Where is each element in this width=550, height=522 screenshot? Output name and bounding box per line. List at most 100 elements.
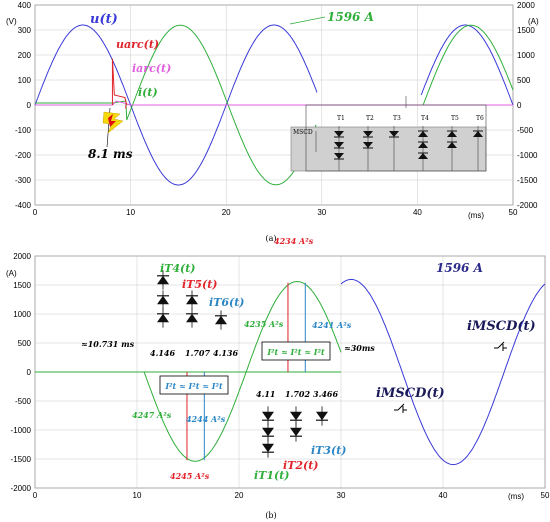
tick-a-x-5: 50 — [509, 208, 518, 217]
t-start-label: ≈10.731 ms — [81, 339, 135, 349]
tick-a-x-0: 0 — [33, 208, 38, 217]
eq-lower: I²t ≈ I²t ≈ I²t — [164, 381, 223, 391]
circuit-diode-4-1 — [447, 142, 457, 148]
tick-a-yl-0: 400 — [18, 1, 32, 10]
label-current-peak: 1596 A — [327, 10, 374, 24]
tick-a-x-2: 20 — [222, 208, 231, 217]
i2t-4245: 4245 A²s — [170, 471, 210, 481]
tick-b-y-5: -500 — [15, 397, 32, 406]
label-iT5: iT5(t) — [182, 278, 218, 291]
i2t-4235: 4235 A²s — [244, 319, 284, 329]
switch-icon-lower-b — [397, 403, 405, 411]
dur-bottom-1: 4.11 — [256, 389, 275, 399]
panel-b-ylabel: (A) — [6, 269, 17, 278]
tick-b-x-3: 30 — [337, 491, 346, 500]
label-peak-b: 1596 A — [436, 261, 483, 275]
tick-b-x-1: 10 — [133, 491, 142, 500]
series-iarc — [35, 100, 513, 106]
tick-b-y-4: 0 — [27, 368, 32, 377]
panel-a-grid — [34, 4, 514, 206]
panel-a-xlabel: (ms) — [468, 211, 484, 220]
dur-top-3: 4.136 — [213, 348, 238, 358]
tick-a-yl-1: 300 — [18, 26, 32, 35]
panel-a: 0 10 20 30 40 504003002001000-100-200-300-400… — [6, 1, 539, 243]
circuit-diode-3-2 — [418, 153, 428, 159]
tick-a-yr-8: -2000 — [517, 201, 538, 210]
circuit-diode-0-2 — [334, 153, 344, 159]
label-iT3: iT3(t) — [311, 444, 347, 457]
panel-a-ylabel-right: (A) — [528, 17, 539, 26]
label-iarc: iarc(t) — [132, 62, 171, 75]
tick-b-y-7: -1500 — [11, 455, 32, 464]
circuit-label-T6: T6 — [476, 115, 484, 122]
tick-b-y-0: 2000 — [13, 252, 31, 261]
peak-arrow — [289, 16, 326, 25]
circuit-diode-0-1 — [334, 142, 344, 148]
t-30-label: ≈30ms — [344, 343, 375, 353]
series-iT-neg — [143, 371, 247, 462]
series-iT-pos — [245, 280, 342, 373]
tick-a-yr-5: -500 — [517, 126, 534, 135]
circuit-label-T5: T5 — [451, 115, 459, 122]
tick-a-yr-6: -1000 — [517, 151, 538, 160]
tick-a-yr-3: 500 — [517, 76, 531, 85]
circuit-diode-1-1 — [363, 142, 373, 148]
tick-b-y-2: 1000 — [13, 310, 31, 319]
series-i — [35, 24, 514, 186]
tick-a-x-3: 30 — [317, 208, 326, 217]
tick-a-yr-1: 1500 — [517, 26, 535, 35]
circuit-label-T4: T4 — [421, 115, 429, 122]
tick-b-x-0: 0 — [33, 491, 38, 500]
circuit-diode-0-0 — [334, 131, 344, 137]
tick-b-y-1: 1500 — [13, 281, 31, 290]
tick-a-yl-7: -300 — [15, 176, 32, 185]
label-imscd-upper: iMSCD(t) — [467, 319, 536, 334]
tick-a-yl-3: 100 — [18, 76, 32, 85]
i2t-4247: 4247 A²s — [132, 410, 172, 420]
tick-a-yl-4: 0 — [27, 101, 32, 110]
i2t-4244: 4244 A²s — [186, 414, 226, 424]
circuit-label-T3: T3 — [393, 115, 401, 122]
panel-b: 0 10 20 30 40 50 2000 1500 1000 500 0 -500 -1000 -150… — [6, 236, 550, 520]
label-uarc: uarc(t) — [116, 38, 159, 51]
eq-box-lower — [159, 375, 229, 395]
tick-a-yr-4: 0 — [517, 101, 522, 110]
tick-a-x-1: 10 — [126, 208, 135, 217]
dur-top-1: 4.146 — [150, 348, 175, 358]
tick-a-x-4: 40 — [413, 208, 422, 217]
label-fault-time: 8.1 ms — [88, 147, 133, 161]
diode-stacks — [157, 270, 328, 458]
tick-b-y-3: 500 — [18, 339, 32, 348]
circuit-label-T2: T2 — [366, 115, 374, 122]
dur-top-2: 1.707 — [185, 348, 210, 358]
panel-b-xlabel: (ms) — [508, 492, 524, 501]
tick-b-y-8: -2000 — [11, 484, 32, 493]
circuit-diode-1-0 — [363, 131, 373, 137]
tick-b-x-2: 20 — [235, 491, 244, 500]
dur-bottom-2: 1.702 — [285, 389, 310, 399]
i2t-4241: 4241 A²s — [312, 320, 352, 330]
circuit-diode-4-0 — [447, 131, 457, 137]
switch-icon-upper-b — [497, 341, 505, 349]
tick-a-yr-0: 2000 — [517, 1, 535, 10]
dur-bottom-3: 3.466 — [313, 389, 338, 399]
eq-upper: I²t ≈ I²t ≈ I²t — [266, 347, 325, 357]
label-iT2: iT2(t) — [283, 459, 319, 472]
caption-a: (a) — [265, 234, 276, 243]
circuit-diode-3-0 — [418, 131, 428, 137]
series-imscd — [340, 278, 546, 466]
tick-a-yl-6: -200 — [15, 151, 32, 160]
circuit-diagram: MSCD T1 T2 T3 T4 T5 T6 — [290, 96, 487, 172]
panel-a-curves — [34, 24, 514, 186]
tick-b-x-4: 40 — [439, 491, 448, 500]
caption-b: (b) — [265, 511, 276, 520]
panel-a-ticks: 0 10 20 30 40 504003002001000-100-200-300-400… — [15, 1, 538, 217]
tick-b-x-5: 50 — [541, 491, 550, 500]
label-i: i(t) — [138, 86, 158, 99]
tick-a-yr-2: 1000 — [517, 51, 535, 60]
label-iT6: iT6(t) — [209, 296, 245, 309]
tick-b-y-6: -1000 — [11, 426, 32, 435]
tick-a-yl-5: -100 — [15, 126, 32, 135]
switch-icons — [394, 341, 507, 413]
